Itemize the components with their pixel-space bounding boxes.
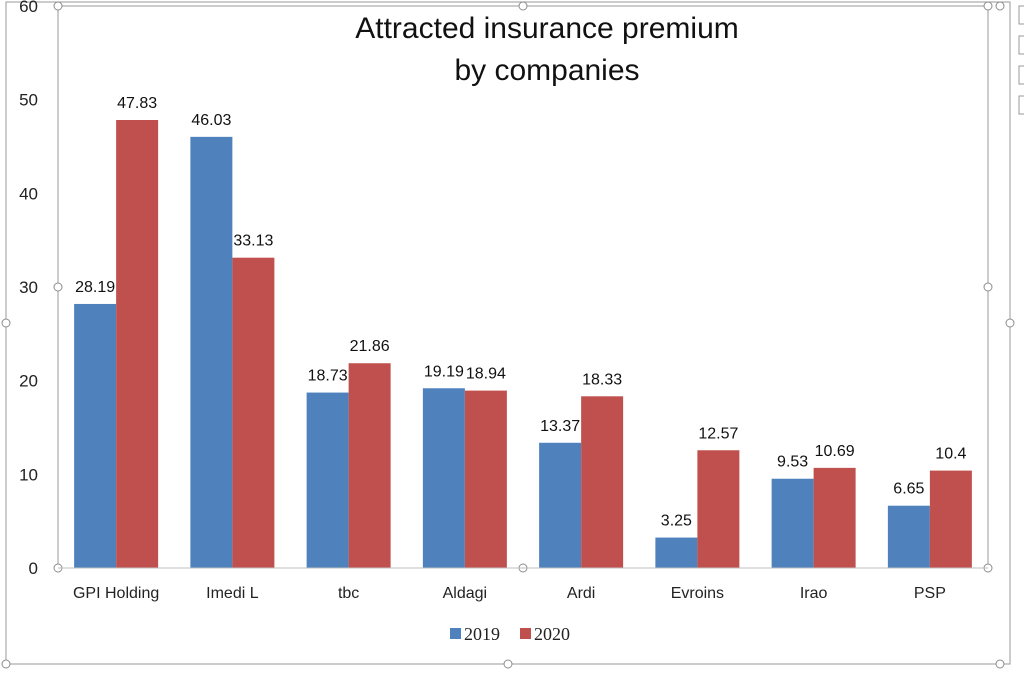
y-tick-label: 50	[19, 91, 38, 110]
x-tick-label: Evroins	[671, 585, 724, 602]
bar-2020	[581, 396, 624, 568]
data-label: 10.69	[815, 443, 855, 460]
bar-2019	[771, 478, 814, 568]
y-tick-label: 60	[19, 0, 38, 16]
resize-handle[interactable]	[518, 1, 528, 11]
bar-2020	[697, 450, 740, 568]
x-tick-label: PSP	[914, 585, 946, 602]
side-panel-box	[1018, 5, 1024, 25]
data-label: 3.25	[661, 513, 692, 530]
resize-handle[interactable]	[995, 1, 1005, 11]
legend: 2019 2020	[450, 624, 570, 644]
side-panel-fragments	[1018, 5, 1024, 115]
legend-swatch-2020	[520, 628, 531, 639]
legend-swatch-2019	[450, 628, 461, 639]
data-label: 12.57	[698, 425, 738, 442]
x-tick-label: tbc	[338, 585, 359, 602]
bar-2019	[655, 537, 698, 568]
resize-handle[interactable]	[1005, 318, 1015, 328]
data-label: 21.86	[350, 338, 390, 355]
resize-handle[interactable]	[53, 282, 63, 292]
data-label: 33.13	[233, 233, 273, 250]
resize-handle[interactable]	[1, 659, 11, 669]
bar-2019	[539, 442, 582, 568]
data-label: 6.65	[893, 481, 924, 498]
bar-2020	[348, 363, 391, 568]
legend-label: 2020	[534, 624, 570, 644]
y-tick-label: 40	[19, 184, 38, 203]
y-axis: 0 10 20 30 40 50 60	[19, 0, 38, 578]
side-panel-box	[1018, 35, 1024, 55]
y-tick-label: 10	[19, 465, 38, 484]
bar-2019	[74, 303, 117, 568]
side-panel-box	[1018, 95, 1024, 115]
data-label: 18.33	[582, 371, 622, 388]
data-label: 18.94	[466, 366, 506, 383]
y-tick-label: 0	[29, 559, 38, 578]
chart-title: Attracted insurance premium	[355, 12, 739, 45]
resize-handle[interactable]	[53, 1, 63, 11]
resize-handle[interactable]	[1, 318, 11, 328]
data-label: 13.37	[540, 418, 580, 435]
x-tick-label: Aldagi	[443, 585, 487, 602]
bar-2019	[306, 392, 349, 568]
data-label: 47.83	[117, 95, 157, 112]
y-tick-label: 30	[19, 278, 38, 297]
legend-label: 2019	[464, 624, 500, 644]
x-tick-label: Imedi L	[206, 585, 259, 602]
x-axis: GPI Holding Imedi L tbc Aldagi Ardi Evroins Ir…	[73, 585, 946, 602]
bar-2019	[887, 505, 930, 568]
x-tick-label: Irao	[800, 585, 828, 602]
resize-handle[interactable]	[983, 282, 993, 292]
data-label: 9.53	[777, 454, 808, 471]
data-label: 28.19	[75, 279, 115, 296]
chart-subtitle: by companies	[454, 54, 639, 87]
bar-2020	[464, 390, 507, 568]
resize-handle[interactable]	[983, 1, 993, 11]
bars	[74, 119, 972, 568]
data-label: 18.73	[308, 368, 348, 385]
resize-handle[interactable]	[995, 659, 1005, 669]
y-tick-label: 20	[19, 372, 38, 391]
bar-2020	[929, 470, 972, 568]
bar-2020	[232, 257, 275, 568]
data-label: 46.03	[191, 112, 231, 129]
bar-2020	[813, 467, 856, 568]
bar-2019	[422, 388, 465, 568]
side-panel-box	[1018, 65, 1024, 85]
bar-2019	[190, 136, 233, 568]
data-label: 10.4	[935, 446, 966, 463]
x-tick-label: GPI Holding	[73, 585, 159, 602]
x-tick-label: Ardi	[567, 585, 595, 602]
resize-handle[interactable]	[503, 659, 513, 669]
bar-2020	[116, 119, 159, 568]
data-label: 19.19	[424, 363, 464, 380]
